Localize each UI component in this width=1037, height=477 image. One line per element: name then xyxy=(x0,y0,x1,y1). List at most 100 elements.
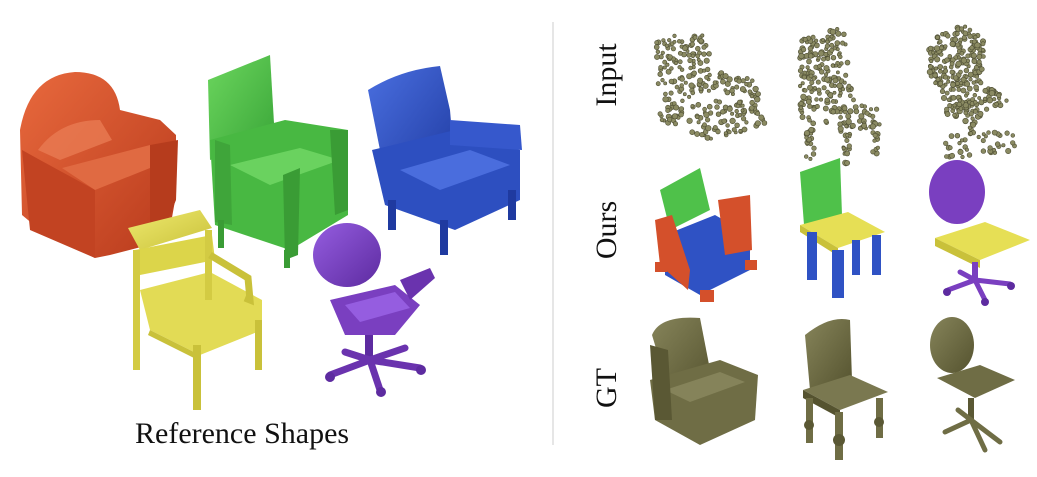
point xyxy=(754,120,761,127)
point xyxy=(683,80,688,85)
point xyxy=(805,98,812,105)
point xyxy=(932,72,938,79)
point xyxy=(709,136,713,141)
point xyxy=(825,39,830,44)
point xyxy=(971,39,977,45)
point xyxy=(967,125,973,130)
point xyxy=(734,122,740,129)
point xyxy=(672,121,678,127)
point xyxy=(797,83,803,89)
point xyxy=(811,145,817,151)
point xyxy=(976,59,982,65)
point xyxy=(944,90,950,96)
point xyxy=(957,55,961,60)
point xyxy=(698,86,704,91)
point xyxy=(701,51,707,57)
point xyxy=(835,30,842,37)
point xyxy=(668,90,674,96)
point xyxy=(800,93,807,100)
point xyxy=(963,110,969,116)
point xyxy=(707,72,712,78)
point xyxy=(949,152,955,159)
point xyxy=(734,84,740,90)
point xyxy=(677,59,683,65)
point xyxy=(837,125,844,132)
point xyxy=(830,99,836,104)
point xyxy=(959,138,964,143)
point xyxy=(960,87,967,94)
point xyxy=(968,131,974,136)
point xyxy=(935,35,940,40)
point xyxy=(952,36,959,43)
point xyxy=(803,154,809,159)
point xyxy=(662,65,667,70)
point xyxy=(664,43,669,48)
point xyxy=(827,92,834,98)
point xyxy=(679,67,685,72)
ours-dining-chair xyxy=(800,158,885,298)
point xyxy=(691,70,697,76)
point xyxy=(688,65,693,71)
point xyxy=(747,89,753,95)
point xyxy=(949,69,955,75)
point xyxy=(702,82,709,89)
point xyxy=(754,96,761,103)
point xyxy=(808,126,815,133)
point xyxy=(662,96,669,103)
point xyxy=(957,141,962,146)
point xyxy=(844,150,851,157)
point xyxy=(846,83,852,89)
point xyxy=(698,38,704,44)
point xyxy=(761,120,768,126)
point xyxy=(926,69,933,76)
point xyxy=(729,87,735,94)
point xyxy=(957,98,962,103)
point xyxy=(821,38,826,42)
point xyxy=(964,147,969,152)
point xyxy=(677,50,683,56)
point xyxy=(864,110,870,116)
point xyxy=(875,145,880,150)
point xyxy=(1004,130,1010,136)
point xyxy=(973,65,979,71)
point xyxy=(744,76,750,81)
point xyxy=(872,132,878,138)
point xyxy=(749,99,755,106)
point xyxy=(805,65,810,70)
point xyxy=(817,64,822,69)
point xyxy=(720,78,726,85)
point xyxy=(829,34,834,39)
point xyxy=(949,61,955,67)
point xyxy=(991,147,997,153)
point xyxy=(654,54,660,60)
point xyxy=(807,45,813,52)
point xyxy=(944,154,949,159)
point xyxy=(947,54,953,59)
point xyxy=(712,80,718,85)
point xyxy=(798,52,805,60)
point xyxy=(810,120,817,127)
point xyxy=(951,87,956,92)
point xyxy=(695,45,701,52)
point xyxy=(829,28,837,36)
point xyxy=(952,112,957,118)
point xyxy=(723,131,728,136)
point xyxy=(821,56,827,62)
point xyxy=(1001,143,1006,148)
row-label-ours: Ours xyxy=(590,200,623,260)
point xyxy=(937,80,944,87)
point xyxy=(956,101,962,107)
point xyxy=(811,76,817,81)
point xyxy=(725,123,730,128)
point xyxy=(736,99,742,105)
point xyxy=(943,74,949,80)
point xyxy=(687,94,692,99)
point xyxy=(704,117,711,123)
point xyxy=(952,75,959,81)
point xyxy=(740,78,746,84)
point xyxy=(955,81,960,86)
point xyxy=(830,109,836,115)
point xyxy=(841,146,846,151)
point xyxy=(933,66,938,71)
point xyxy=(668,78,675,85)
